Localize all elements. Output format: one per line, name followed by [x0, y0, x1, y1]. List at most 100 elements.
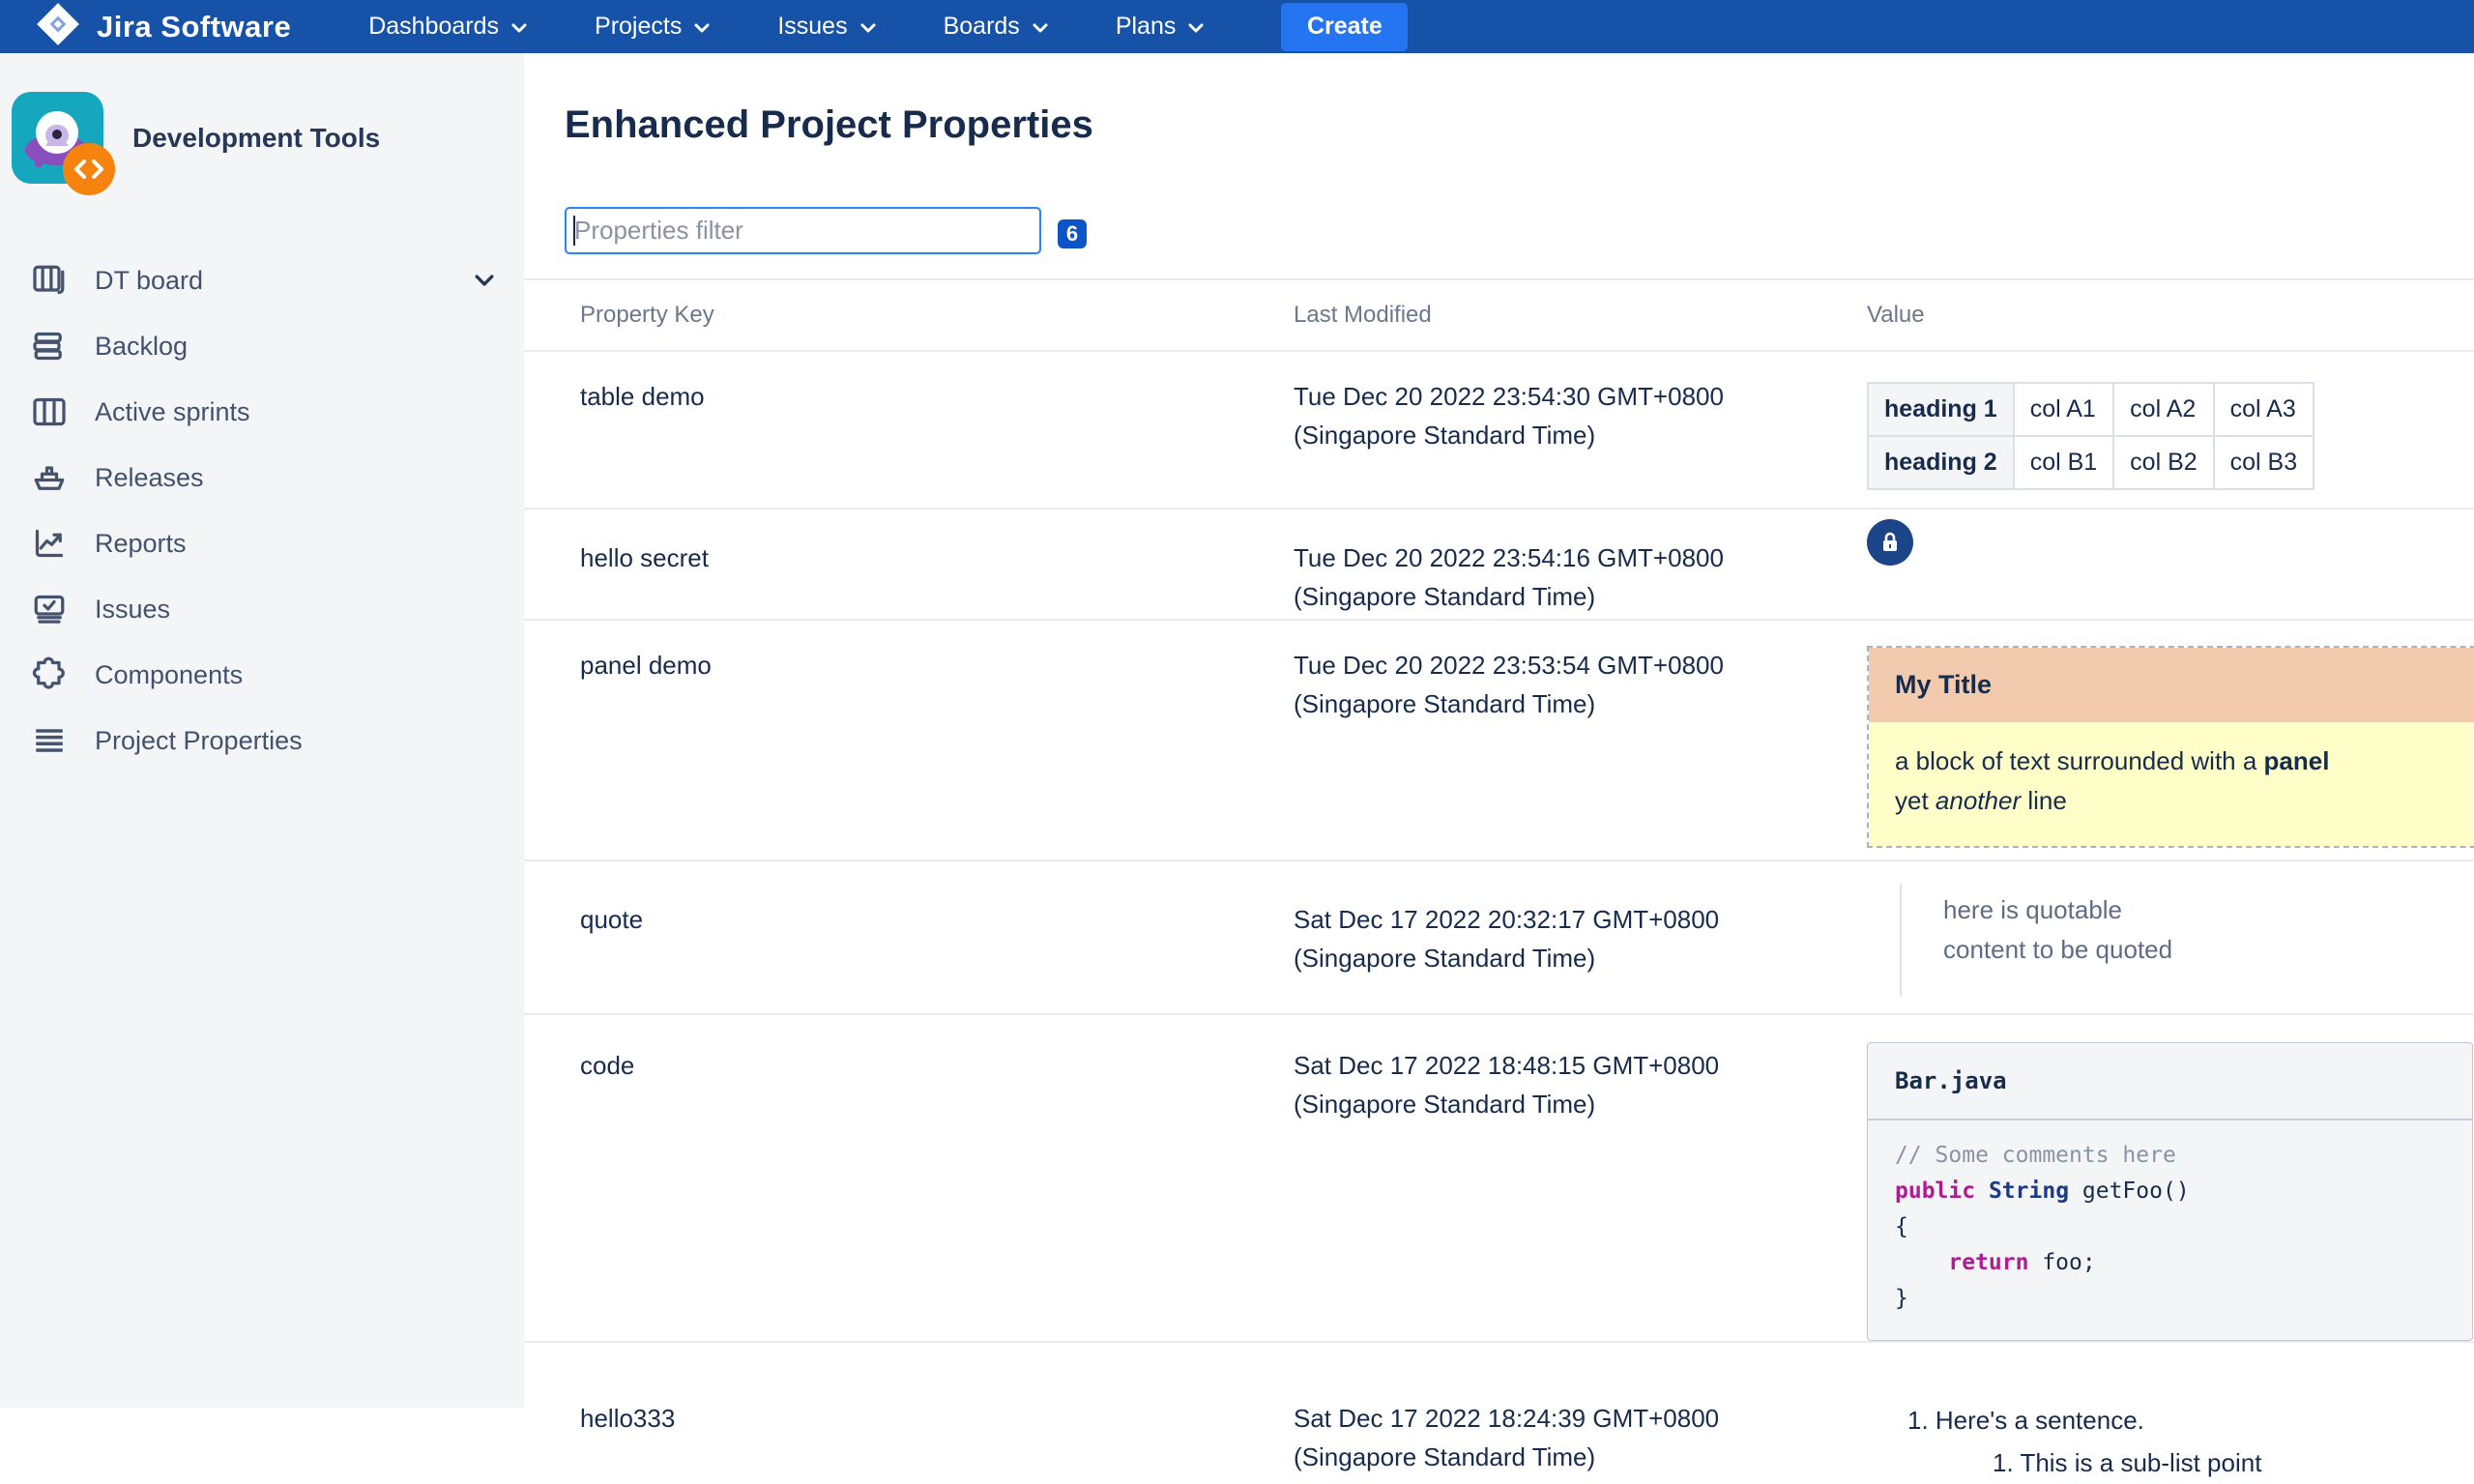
- column-header-last-modified: Last Modified: [1294, 302, 1432, 328]
- property-key: panel demo: [580, 651, 712, 680]
- property-value: here is quotable content to be quoted: [1867, 861, 2474, 997]
- code-text: foo;: [2028, 1250, 2096, 1275]
- code-text: {: [1895, 1214, 1908, 1239]
- puzzle-icon: [29, 655, 70, 695]
- property-value: heading 1 col A1 col A2 col A3 heading 2…: [1867, 352, 2474, 490]
- properties-table: Property Key Last Modified Value table d…: [524, 278, 2474, 1484]
- main-content: Enhanced Project Properties 6 Property K…: [524, 53, 2474, 1477]
- list-item: 1. This is a sub-list point: [1993, 1448, 2262, 1477]
- column-header-value: Value: [1867, 302, 1925, 328]
- table-row: panel demo Tue Dec 20 2022 23:53:54 GMT+…: [524, 621, 2474, 861]
- board-icon: [29, 260, 70, 301]
- sidebar-item-issues[interactable]: Issues: [0, 576, 524, 642]
- table-row: code Sat Dec 17 2022 18:48:15 GMT+0800 (…: [524, 1015, 2474, 1343]
- property-key: hello secret: [580, 543, 709, 572]
- page-title: Enhanced Project Properties: [565, 103, 1093, 146]
- column-header-property-key: Property Key: [580, 302, 714, 328]
- table-row: hello secret Tue Dec 20 2022 23:54:16 GM…: [524, 509, 2474, 621]
- project-name: Development Tools: [132, 122, 381, 153]
- property-key: code: [580, 1051, 635, 1080]
- chevron-down-icon[interactable]: [472, 268, 497, 293]
- sidebar-item-label: Issues: [95, 594, 171, 624]
- quote-line: content to be quoted: [1943, 935, 2173, 964]
- sidebar-item-label: Releases: [95, 462, 204, 492]
- value-table: heading 1 col A1 col A2 col A3 heading 2…: [1867, 382, 2315, 490]
- sidebar-item-releases[interactable]: Releases: [0, 445, 524, 510]
- chevron-down-icon: [1188, 23, 1204, 33]
- panel-title: My Title: [1869, 648, 2474, 722]
- sidebar-item-active-sprints[interactable]: Active sprints: [0, 379, 524, 445]
- last-modified: Sat Dec 17 2022 18:48:15 GMT+0800 (Singa…: [1294, 1051, 1720, 1119]
- table-row: table demo Tue Dec 20 2022 23:54:30 GMT+…: [524, 352, 2474, 509]
- nav-item-label: Issues: [777, 13, 848, 40]
- lock-icon[interactable]: [1867, 519, 1913, 566]
- property-value: Bar.java // Some comments here public Str…: [1867, 1015, 2474, 1341]
- code-text: [1975, 1178, 1989, 1204]
- code-type: String: [1988, 1178, 2070, 1204]
- nav-item-plans[interactable]: Plans: [1083, 0, 1239, 53]
- software-project-badge: [63, 143, 115, 195]
- code-brackets-icon: [74, 160, 103, 179]
- project-avatar[interactable]: [12, 92, 115, 195]
- chart-icon: [29, 523, 70, 564]
- sidebar-item-reports[interactable]: Reports: [0, 510, 524, 576]
- quote-line: here is quotable: [1943, 895, 2123, 924]
- panel-text-bold: panel: [2263, 746, 2330, 775]
- value-table-cell: col A2: [2112, 382, 2215, 437]
- last-modified: Sat Dec 17 2022 20:32:17 GMT+0800 (Singa…: [1294, 905, 1720, 973]
- nav-item-dashboards[interactable]: Dashboards: [335, 0, 562, 53]
- table-row: heading 1 col A1 col A2 col A3: [1867, 382, 2315, 437]
- sidebar-item-dt-board[interactable]: DT board: [0, 247, 524, 313]
- code-filename: Bar.java: [1868, 1043, 2472, 1120]
- value-code-block: Bar.java // Some comments here public Str…: [1867, 1042, 2473, 1341]
- code-keyword: return: [1948, 1250, 2029, 1275]
- project-header: Development Tools: [0, 53, 524, 195]
- backlog-icon: [29, 326, 70, 366]
- properties-count-badge: 6: [1058, 219, 1087, 248]
- property-value: 1. Here's a sentence. 1. This is a sub-l…: [1867, 1343, 2474, 1484]
- value-table-cell: col A3: [2212, 382, 2315, 437]
- sidebar-item-backlog[interactable]: Backlog: [0, 313, 524, 379]
- issues-icon: [29, 589, 70, 629]
- property-key: quote: [580, 905, 644, 934]
- table-row: quote Sat Dec 17 2022 20:32:17 GMT+0800 …: [524, 861, 2474, 1015]
- list-item: 1. Here's a sentence.: [1907, 1406, 2144, 1435]
- nav-item-projects[interactable]: Projects: [562, 0, 744, 53]
- nav-item-boards[interactable]: Boards: [911, 0, 1083, 53]
- property-key: table demo: [580, 382, 705, 411]
- nav-item-label: Plans: [1115, 13, 1177, 40]
- last-modified: Tue Dec 20 2022 23:53:54 GMT+0800 (Singa…: [1294, 651, 1724, 718]
- chevron-down-icon: [511, 23, 527, 33]
- value-table-cell: col B3: [2212, 435, 2315, 490]
- top-navigation: Jira Software Dashboards Projects Issues…: [0, 0, 2474, 53]
- property-value: My Title a block of text surrounded with…: [1867, 621, 2474, 848]
- nav-item-issues[interactable]: Issues: [744, 0, 910, 53]
- properties-filter-input[interactable]: [565, 207, 1041, 254]
- code-body: // Some comments here public String getFo…: [1868, 1120, 2472, 1340]
- create-button[interactable]: Create: [1281, 2, 1409, 51]
- sidebar-item-project-properties[interactable]: Project Properties: [0, 708, 524, 773]
- sidebar-item-label: Backlog: [95, 331, 189, 361]
- value-table-cell: col A1: [2012, 382, 2115, 437]
- sidebar-item-components[interactable]: Components: [0, 642, 524, 708]
- columns-icon: [29, 392, 70, 432]
- code-text: }: [1895, 1286, 1908, 1311]
- value-blockquote: here is quotable content to be quoted: [1900, 885, 2474, 997]
- table-header-row: Property Key Last Modified Value: [524, 280, 2474, 352]
- nav-item-label: Dashboards: [368, 13, 500, 40]
- last-modified: Tue Dec 20 2022 23:54:30 GMT+0800 (Singa…: [1294, 382, 1724, 450]
- property-value: [1867, 509, 2474, 566]
- panel-body: a block of text surrounded with a panel …: [1869, 722, 2474, 846]
- jira-brand[interactable]: Jira Software: [34, 0, 291, 53]
- code-text: [1895, 1250, 1948, 1275]
- value-ordered-list: 1. Here's a sentence. 1. This is a sub-l…: [1867, 1399, 2474, 1484]
- panel-text: a block of text surrounded with a: [1895, 746, 2264, 775]
- nav-item-label: Boards: [943, 13, 1020, 40]
- sidebar-item-label: Reports: [95, 528, 187, 558]
- jira-logo-icon: [34, 0, 82, 53]
- value-table-cell: col B1: [2012, 435, 2115, 490]
- value-table-cell: heading 1: [1867, 382, 2015, 437]
- property-key: hello333: [580, 1404, 676, 1433]
- sidebar-menu: DT board Backlog Active sprints Releases: [0, 247, 524, 773]
- last-modified: Sat Dec 17 2022 18:24:39 GMT+0800 (Singa…: [1294, 1404, 1720, 1471]
